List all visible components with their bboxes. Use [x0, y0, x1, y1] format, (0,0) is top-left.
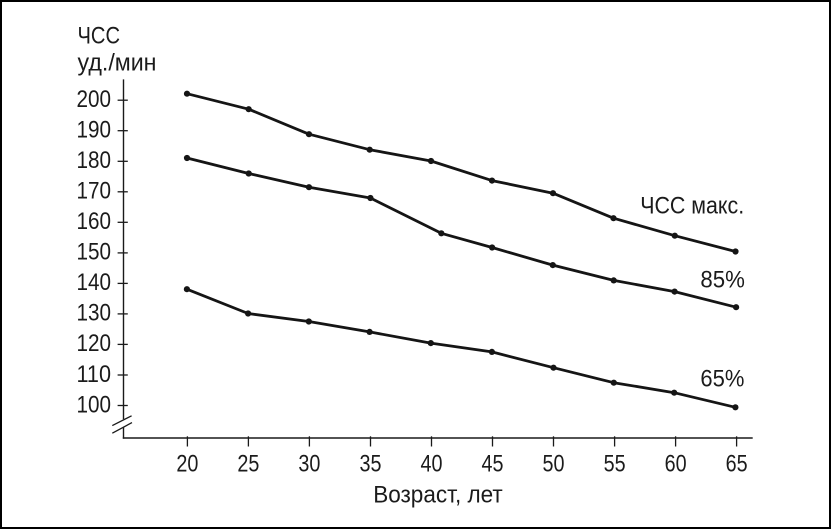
- svg-text:150: 150: [77, 239, 112, 266]
- svg-text:20: 20: [176, 451, 198, 478]
- svg-text:65%: 65%: [700, 366, 744, 393]
- svg-text:85%: 85%: [700, 267, 745, 294]
- svg-text:Возраст, лет: Возраст, лет: [373, 482, 503, 509]
- svg-text:ЧСС макс.: ЧСС макс.: [640, 193, 744, 220]
- svg-text:140: 140: [77, 269, 112, 296]
- svg-text:200: 200: [77, 86, 112, 113]
- svg-text:35: 35: [360, 451, 382, 478]
- svg-text:уд./мин: уд./мин: [78, 50, 157, 77]
- svg-text:120: 120: [77, 330, 112, 357]
- svg-text:50: 50: [543, 451, 565, 478]
- svg-text:ЧСС: ЧСС: [78, 23, 121, 50]
- svg-text:65: 65: [726, 451, 748, 478]
- svg-text:60: 60: [665, 451, 687, 478]
- svg-text:180: 180: [77, 147, 112, 174]
- svg-text:170: 170: [77, 178, 112, 205]
- svg-text:100: 100: [77, 391, 112, 418]
- svg-text:45: 45: [482, 451, 504, 478]
- svg-text:30: 30: [298, 451, 320, 478]
- svg-text:40: 40: [421, 451, 443, 478]
- svg-text:110: 110: [77, 361, 112, 388]
- svg-text:160: 160: [77, 208, 112, 235]
- svg-text:25: 25: [237, 451, 259, 478]
- svg-text:130: 130: [77, 300, 112, 327]
- svg-text:190: 190: [77, 117, 112, 144]
- svg-text:55: 55: [604, 451, 626, 478]
